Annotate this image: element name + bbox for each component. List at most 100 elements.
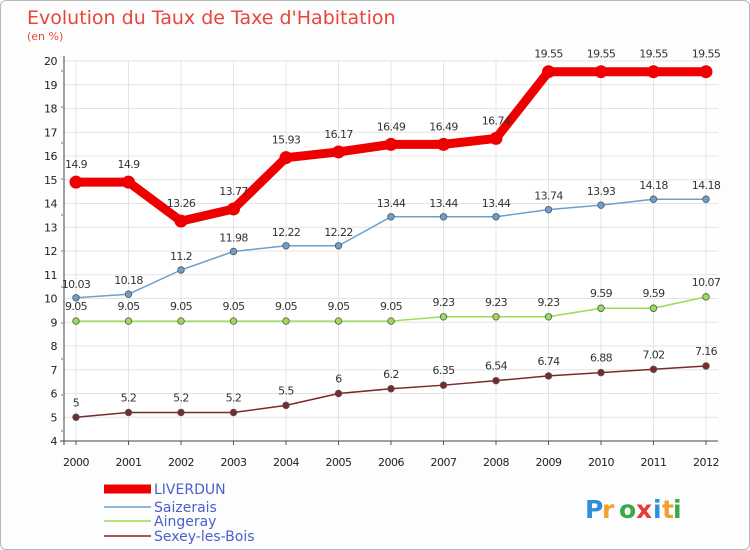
data-label: 13.44 [377,197,406,210]
data-point [334,317,343,325]
data-label: 7.02 [642,348,664,361]
data-label: 10.03 [62,278,91,291]
data-label: 14.9 [117,158,140,171]
y-tick-label: 13 [44,221,57,234]
x-tick-label: 2012 [693,456,719,469]
data-point [702,362,710,370]
data-label: 12.22 [272,226,301,239]
data-point [647,65,660,79]
data-label: 11.2 [170,250,192,263]
x-tick-label: 2011 [641,456,667,469]
data-point [699,65,713,79]
logo-letter: t [662,495,674,524]
data-point [72,317,80,325]
data-label: 19.55 [639,48,668,61]
logo-letter: r [602,495,615,524]
data-point [72,294,80,302]
data-label: 13.93 [587,185,616,198]
data-label: 10.07 [692,276,721,289]
data-point [649,304,658,312]
data-point [282,401,290,410]
y-tick-label: 4 [51,435,58,448]
logo-letter: i [673,495,682,524]
data-labels: 14.9 14.9 13.26 13.77 15.93 16.17 16.49 16.49 16… [62,48,722,410]
data-label: 9.05 [327,300,350,313]
data-label: 13.26 [167,197,196,210]
data-label: 9.05 [65,300,88,313]
data-label: 13.74 [534,190,563,203]
data-label: 5.2 [173,392,189,405]
data-point [544,313,553,321]
data-label: 16.49 [429,120,458,133]
data-point [227,202,240,216]
y-tick-label: 7 [51,364,58,377]
x-tick-label: 2001 [116,456,142,469]
data-point [387,213,395,221]
y-tick-label: 19 [44,79,57,92]
data-label: 9.23 [537,296,560,309]
data-point [384,137,398,151]
series-lines [69,65,713,421]
logo-letter: x [636,495,652,524]
data-label: 5.2 [121,392,137,405]
data-point [122,175,135,189]
data-point [439,381,448,389]
y-tick-label: 5 [51,411,58,424]
data-label: 6.88 [590,352,613,365]
data-point [489,131,503,145]
data-point [282,242,290,250]
data-point [597,304,605,312]
y-tick-label: 6 [51,388,58,401]
data-label: 14.9 [65,158,88,171]
logo-letter: i [653,495,662,524]
legend-label: Aingeray [154,514,216,530]
data-label: 5.2 [226,392,242,405]
data-label: 6.74 [537,355,560,368]
data-label: 14.18 [692,179,721,192]
data-label: 9.23 [432,296,455,309]
y-tick-label: 17 [44,126,57,139]
data-label: 6.54 [485,360,508,373]
data-point [492,213,500,221]
x-tick-label: 2006 [378,456,404,469]
data-label: 9.05 [117,300,140,313]
data-label: 7.16 [695,345,718,358]
proxiti-logo: Pr o x i t i [585,495,682,524]
data-point [597,368,605,377]
data-label: 13.44 [482,197,511,210]
data-label: 6.2 [383,368,399,381]
data-label: 6 [335,373,342,386]
x-tick-label: 2005 [326,456,352,469]
y-tick-label: 15 [44,174,57,187]
x-tick-label: 2002 [168,456,194,469]
y-tick-label: 16 [44,150,57,163]
x-tick-label: 2007 [431,456,457,469]
data-point [332,145,345,159]
data-label: 16.17 [324,128,353,141]
data-point [439,213,448,221]
data-point [279,151,293,165]
data-point [437,137,450,151]
x-tick-label: 2004 [273,456,299,469]
data-label: 11.98 [219,231,248,244]
legend-label: Saizerais [154,500,217,516]
data-label: 9.23 [485,296,508,309]
legend-label: LIVERDUN [154,482,226,498]
data-label: 9.05 [170,300,193,313]
data-label: 9.59 [590,287,613,300]
data-point [492,313,500,321]
y-tick-label: 18 [44,103,57,116]
y-tick-label: 10 [44,293,57,306]
data-point [177,408,185,417]
y-tick-label: 9 [51,316,58,329]
y-tick-label: 11 [44,269,57,282]
data-label: 9.05 [275,300,298,313]
data-point [334,389,343,398]
data-point [544,205,553,214]
data-point [439,313,448,321]
x-tick-label: 2000 [63,456,89,469]
data-point [72,413,80,421]
data-label: 12.22 [324,226,353,239]
